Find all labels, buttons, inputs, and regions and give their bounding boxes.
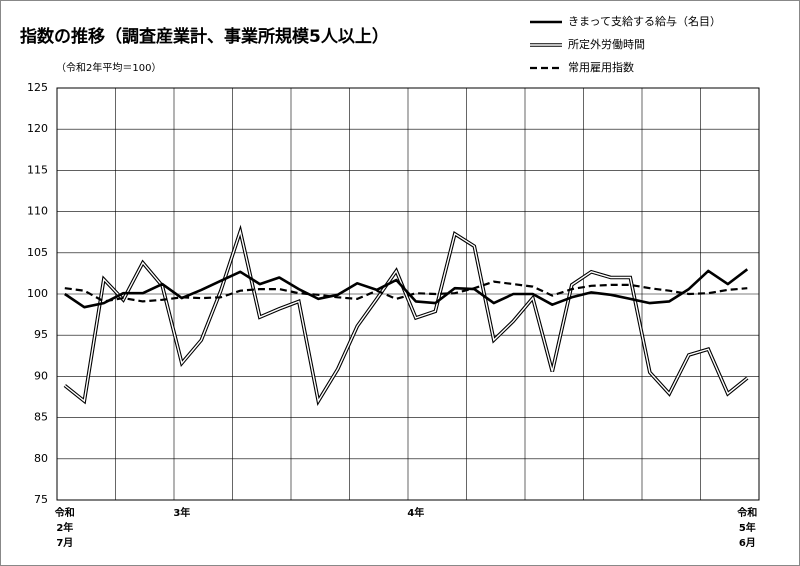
line [64,280,748,303]
y-tick-label: 105 [27,246,48,259]
x-tick-label: 2年 [56,521,73,534]
x-tick-label: 令和 [54,506,75,519]
x-tick-label: 7月 [56,537,73,549]
chart-subtitle: （令和2年平均＝100） [56,61,161,74]
y-tick-label: 100 [27,287,48,300]
y-tick-label: 80 [34,452,48,465]
line [64,268,749,309]
y-tick-label: 125 [27,81,48,94]
x-tick-label: 6月 [739,537,756,549]
line-inner [64,228,748,404]
x-tick-label: 4年 [407,506,424,519]
x-tick-label: 3年 [173,506,190,519]
y-tick-label: 95 [34,328,48,341]
legend-label: 常用雇用指数 [568,60,634,74]
y-tick-label: 110 [27,205,48,218]
chart-title: 指数の推移（調査産業計、事業所規模5人以上） [20,26,389,47]
legend-label: 所定外労働時間 [568,37,645,51]
y-tick-label: 115 [27,163,48,176]
y-tick-label: 85 [34,411,48,424]
y-tick-label: 75 [34,493,48,506]
y-tick-label: 120 [27,122,48,135]
x-tick-label: 5年 [739,521,756,534]
legend-label: きまって支給する給与（名目） [568,14,721,28]
y-tick-label: 90 [34,369,48,382]
x-tick-label: 令和 [736,506,757,519]
